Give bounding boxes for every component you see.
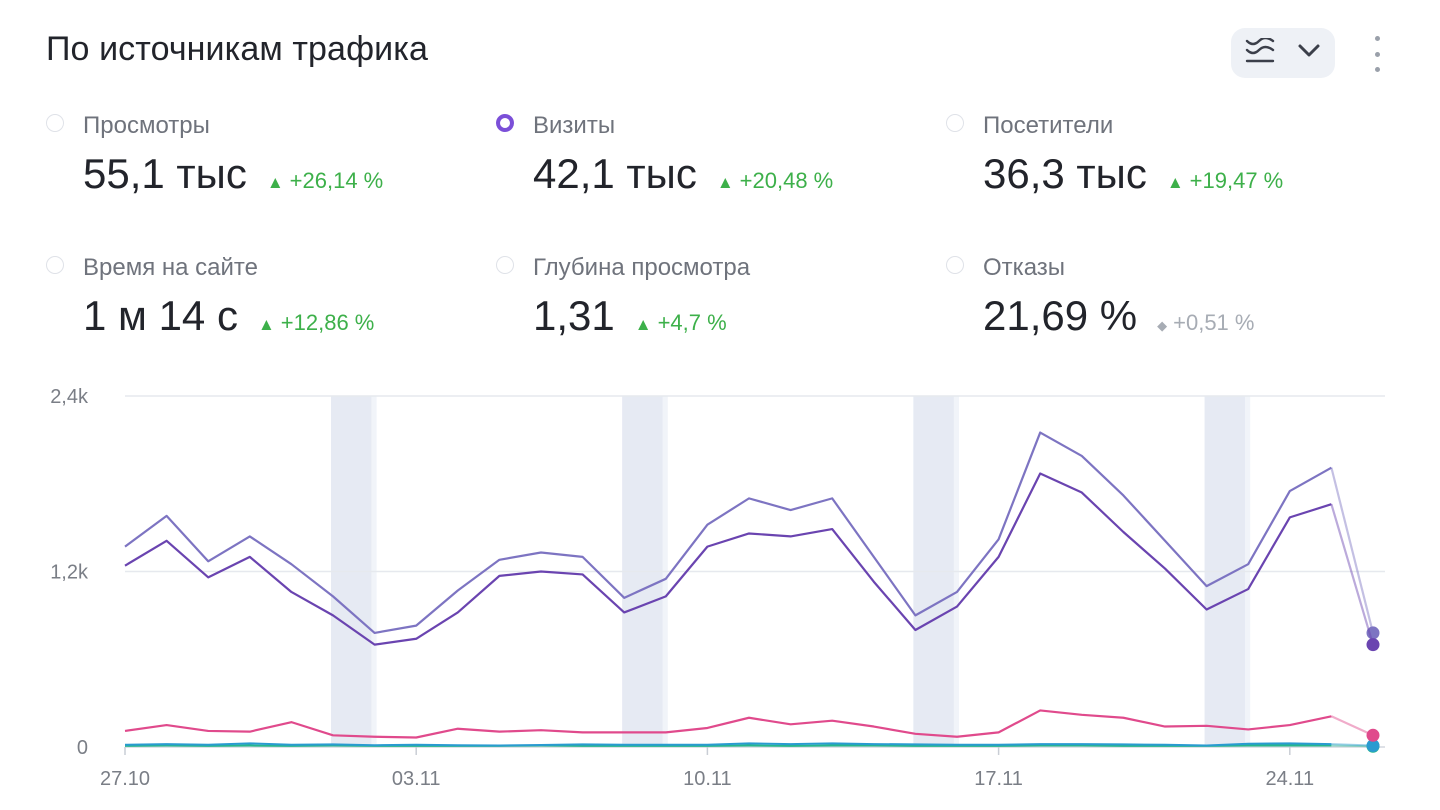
metric-delta: ▲ +20,48 %	[716, 168, 834, 193]
y-tick-label: 1,2k	[50, 562, 89, 584]
metric-label: Глубина просмотра	[533, 254, 751, 281]
y-tick-label: 0	[77, 737, 88, 759]
series-end-point	[1366, 638, 1380, 652]
series-end-point	[1366, 728, 1380, 742]
series-line	[124, 472, 1332, 646]
metric-value: 36,3 тыс ▲ +19,47 %	[983, 150, 1284, 197]
metric-delta: ▲ +12,86 %	[257, 310, 375, 335]
series-end-point	[1366, 626, 1380, 640]
metric-value: 21,69 % ◆ +0,51 %	[983, 292, 1255, 339]
series-end-point	[1366, 739, 1380, 753]
series-line	[124, 742, 1332, 747]
stacked-lines-icon	[1245, 36, 1275, 69]
x-tick-label: 24.11	[1266, 768, 1315, 790]
metric-radio-selected[interactable]	[496, 114, 514, 132]
more-vertical-icon[interactable]	[1362, 36, 1392, 72]
metric-value: 1 м 14 с ▲ +12,86 %	[83, 292, 375, 339]
arrow-up-icon: ▲	[266, 173, 284, 192]
metric-delta: ▲ +4,7 %	[634, 310, 727, 335]
series-line-partial	[1331, 744, 1374, 748]
arrow-up-icon: ▲	[257, 315, 275, 334]
metric-label: Посетители	[983, 112, 1114, 139]
series-line-partial	[1330, 467, 1375, 634]
series-line-partial	[1331, 743, 1374, 747]
metric-radio[interactable]	[946, 256, 964, 274]
page-title: По источникам трафика	[46, 30, 428, 68]
line-chart[interactable]: 0 1,2k 2,4k 27.10 03.11 10.11 17.11 24.11	[0, 370, 1440, 810]
metric-radio[interactable]	[46, 256, 64, 274]
metric-label: Время на сайте	[83, 254, 258, 281]
chevron-down-icon	[1297, 43, 1321, 64]
metric-delta: ▲ +26,14 %	[266, 168, 384, 193]
metric-label: Отказы	[983, 254, 1066, 281]
metric-label: Просмотры	[83, 112, 210, 139]
series-line	[124, 709, 1332, 739]
chart-type-selector[interactable]	[1231, 28, 1335, 78]
series-line-partial	[1330, 503, 1375, 645]
x-tick-label: 27.10	[100, 768, 150, 790]
x-tick-label: 10.11	[683, 768, 732, 790]
series-line	[124, 431, 1332, 635]
metric-radio[interactable]	[946, 114, 964, 132]
metric-value: 42,1 тыс ▲ +20,48 %	[533, 150, 834, 197]
arrow-up-icon: ▲	[1166, 173, 1184, 192]
metric-label: Визиты	[533, 112, 616, 139]
metric-radio[interactable]	[46, 114, 64, 132]
arrow-up-icon: ▲	[716, 173, 734, 192]
metric-value: 1,31 ▲ +4,7 %	[533, 292, 727, 339]
series-line-partial	[1330, 715, 1374, 737]
metric-delta: ◆ +0,51 %	[1157, 310, 1255, 335]
x-tick-label: 17.11	[974, 768, 1023, 790]
arrow-up-icon: ▲	[634, 315, 652, 334]
diamond-icon: ◆	[1157, 318, 1168, 333]
metric-value: 55,1 тыс ▲ +26,14 %	[83, 150, 384, 197]
x-tick-label: 03.11	[392, 768, 441, 790]
y-tick-label: 2,4k	[50, 386, 89, 408]
metric-delta: ▲ +19,47 %	[1166, 168, 1284, 193]
metric-radio[interactable]	[496, 256, 514, 274]
